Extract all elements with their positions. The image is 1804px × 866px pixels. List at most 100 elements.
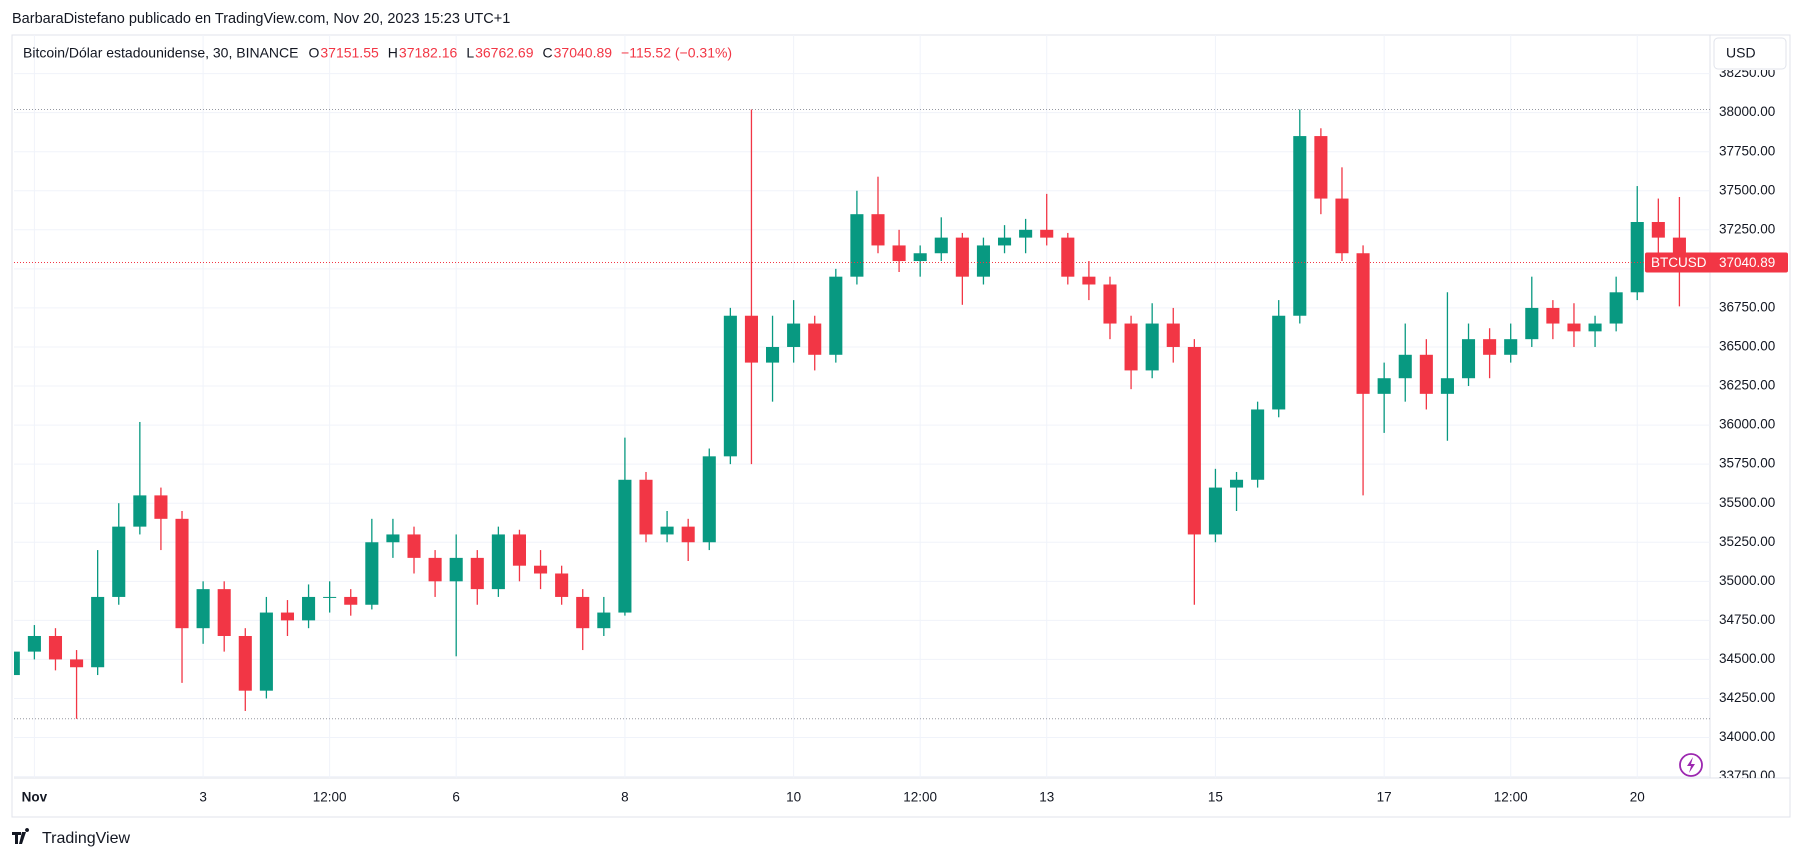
ohlc-value: 36762.69 [475, 45, 534, 61]
y-tick-label: 35250.00 [1719, 534, 1775, 549]
candle-body [850, 214, 864, 277]
candle-body [681, 526, 695, 543]
candle-body [27, 635, 41, 652]
candle-body [428, 557, 442, 582]
snapshot-icon[interactable] [1679, 753, 1703, 777]
candle-body [555, 573, 569, 597]
candle-body [744, 315, 758, 363]
candle-body [48, 635, 63, 660]
x-tick-label: 3 [199, 790, 207, 805]
candle-body [512, 534, 526, 566]
candle-body [112, 526, 126, 597]
candle-body [1040, 229, 1054, 238]
candle-body [133, 495, 147, 527]
candle-body [1609, 292, 1623, 324]
candle-body [259, 612, 273, 691]
candle-body [1272, 315, 1286, 410]
y-tick-label: 35000.00 [1719, 573, 1775, 588]
candle-body [407, 534, 421, 558]
y-tick-label: 34750.00 [1719, 612, 1775, 627]
y-tick-label: 38000.00 [1719, 104, 1775, 119]
candle-body [1461, 339, 1476, 379]
candle-body [1061, 237, 1075, 277]
candle-body [1630, 221, 1644, 293]
price-axis: 33750.00 34000.00 34250.00 34500.00 34750.00… [1719, 65, 1775, 778]
candle-body [1229, 479, 1244, 488]
chart-frame [11, 34, 1791, 818]
candle-body [449, 557, 463, 582]
candle-body [1293, 136, 1307, 316]
candle-body [1335, 198, 1349, 254]
candle-body [365, 542, 379, 605]
ohlc-label: L [466, 45, 474, 61]
x-tick-label: Nov [22, 790, 48, 805]
x-tick-label: 12:00 [1494, 790, 1528, 805]
y-tick-label: 35750.00 [1719, 456, 1775, 471]
last-price-value: 37040.89 [1719, 255, 1775, 270]
candle-body [1483, 339, 1497, 355]
candle-body [1187, 346, 1201, 535]
x-tick-label: 15 [1208, 790, 1223, 805]
currency-label[interactable]: USD [1726, 45, 1756, 61]
y-tick-label: 37500.00 [1719, 182, 1775, 197]
candle-body [1356, 253, 1370, 394]
candle-body [196, 589, 210, 629]
candle-body [1019, 229, 1033, 238]
currency-button[interactable] [1713, 37, 1787, 70]
y-tick-label: 34000.00 [1719, 729, 1775, 744]
candle-body [1251, 409, 1265, 480]
candle-body [1398, 354, 1412, 379]
y-tick-label: 37750.00 [1719, 143, 1775, 158]
x-tick-label: 12:00 [903, 790, 937, 805]
ohlc-value: 37040.89 [554, 45, 613, 61]
x-tick-label: 10 [786, 790, 801, 805]
candle-body [976, 245, 990, 277]
candle-body [1546, 307, 1560, 324]
candle-body [955, 237, 969, 277]
candle-body [1440, 378, 1454, 394]
y-tick-label: 38250.00 [1719, 65, 1775, 80]
x-tick-label: 6 [452, 790, 460, 805]
candle-body [534, 565, 548, 574]
last-price-symbol: BTCUSD [1651, 255, 1707, 270]
last-price-tag [1645, 252, 1788, 273]
price-change: −115.52 (−0.31%) [621, 45, 732, 61]
candle-body [1082, 276, 1096, 285]
candle-body [1124, 323, 1138, 371]
candle-body [871, 214, 885, 246]
candle-body [1377, 378, 1391, 394]
ohlc-value: 37182.16 [399, 45, 458, 61]
candle-body [1588, 323, 1602, 332]
y-tick-label: 36500.00 [1719, 339, 1775, 354]
ohlc-label: C [543, 45, 553, 61]
attribution: BarbaraDistefano publicado en TradingVie… [12, 11, 510, 27]
x-tick-label: 13 [1039, 790, 1054, 805]
grid [14, 35, 1710, 778]
candle-body [91, 596, 105, 668]
candle-body [660, 526, 674, 535]
candle-body [14, 651, 20, 676]
ohlc-label: H [388, 45, 398, 61]
y-tick-label: 36000.00 [1719, 417, 1775, 432]
candle-body [576, 596, 590, 629]
candle-body [175, 518, 189, 629]
y-tick-label: 34500.00 [1719, 651, 1775, 666]
candle-body [787, 323, 801, 347]
candle-body [238, 635, 252, 691]
candle-body [1525, 307, 1539, 340]
y-tick-label: 36750.00 [1719, 299, 1775, 314]
candle-body [1314, 136, 1328, 199]
brand-name: TradingView [42, 830, 130, 847]
candle-body [1103, 284, 1117, 324]
candle-body [491, 534, 505, 590]
candle-body [280, 612, 295, 621]
candle-body [702, 456, 716, 543]
candle-body [344, 596, 358, 605]
y-tick-label: 34250.00 [1719, 690, 1775, 705]
candle-body [470, 557, 484, 590]
y-tick-label: 36250.00 [1719, 378, 1775, 393]
candle-body [1208, 487, 1222, 535]
candle-body [1166, 323, 1180, 347]
candle-body [934, 237, 948, 254]
